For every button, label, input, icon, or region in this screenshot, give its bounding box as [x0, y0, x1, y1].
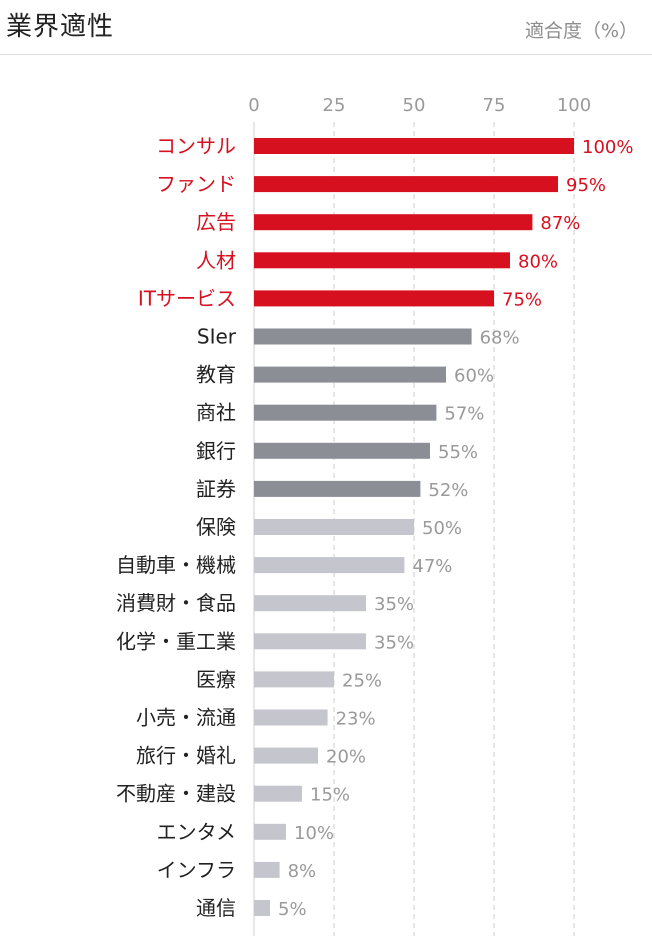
data-label: 80%: [518, 251, 558, 272]
category-label: 通信: [196, 896, 236, 920]
x-tick-label: 0: [248, 95, 259, 116]
category-label: 消費財・食品: [116, 591, 236, 615]
bar: [254, 747, 318, 764]
data-label: 87%: [540, 213, 580, 234]
data-label: 20%: [326, 747, 366, 768]
bar: [254, 671, 334, 688]
category-label: 人材: [196, 248, 236, 272]
category-label: SIer: [197, 325, 237, 349]
data-label: 10%: [294, 823, 334, 844]
bar: [254, 823, 286, 840]
bar: [254, 785, 302, 802]
bar: [254, 252, 510, 269]
data-label: 55%: [438, 442, 478, 463]
data-label: 95%: [566, 175, 606, 196]
x-tick-label: 100: [557, 95, 591, 116]
data-label: 75%: [502, 289, 542, 310]
category-label: 化学・重工業: [116, 629, 236, 653]
x-tick-label: 25: [323, 95, 346, 116]
data-label: 47%: [412, 556, 452, 577]
bar: [254, 557, 405, 574]
bar: [254, 290, 494, 307]
data-label: 25%: [342, 670, 382, 691]
data-label: 52%: [428, 480, 468, 501]
data-label: 35%: [374, 632, 414, 653]
x-tick-label: 50: [403, 95, 426, 116]
category-label: 教育: [196, 363, 236, 387]
category-label: 旅行・婚礼: [136, 744, 236, 768]
unit-label: 適合度（%）: [524, 20, 638, 42]
category-label: インフラ: [157, 858, 236, 882]
category-label: 保険: [196, 515, 236, 539]
data-label: 68%: [480, 328, 520, 349]
category-label: 広告: [196, 210, 236, 234]
data-label: 100%: [582, 137, 633, 158]
category-label: 不動産・建設: [116, 782, 236, 806]
x-tick-label: 75: [483, 95, 506, 116]
data-label: 15%: [310, 785, 350, 806]
data-label: 57%: [444, 404, 484, 425]
bar: [254, 176, 558, 193]
bar: [254, 709, 328, 726]
bar: [254, 861, 280, 878]
bar: [254, 328, 472, 345]
data-label: 5%: [278, 899, 307, 920]
category-label: 証券: [196, 477, 236, 501]
category-label: ファンド: [156, 172, 236, 196]
category-label: エンタメ: [157, 820, 236, 844]
chart-title: 業界適性: [6, 12, 115, 42]
bar: [254, 138, 574, 154]
category-label: コンサル: [156, 134, 236, 158]
bar: [254, 442, 430, 459]
data-label: 8%: [288, 861, 317, 882]
bar: [254, 900, 270, 916]
category-label: ITサービス: [138, 286, 236, 310]
data-label: 23%: [336, 709, 376, 730]
bar: [254, 633, 366, 650]
category-label: 自動車・機械: [116, 553, 236, 577]
category-label: 医療: [196, 667, 236, 691]
category-label: 小売・流通: [136, 706, 236, 730]
data-label: 35%: [374, 594, 414, 615]
chart-header: 業界適性 適合度（%）: [0, 0, 652, 55]
category-label: 商社: [196, 401, 236, 425]
bar: [254, 519, 414, 535]
bar: [254, 480, 421, 497]
bar: [254, 404, 437, 421]
data-label: 50%: [422, 518, 462, 539]
bar: [254, 366, 446, 383]
category-label: 銀行: [196, 439, 236, 463]
bar: [254, 214, 533, 231]
data-label: 60%: [454, 366, 494, 387]
bar: [254, 595, 366, 612]
